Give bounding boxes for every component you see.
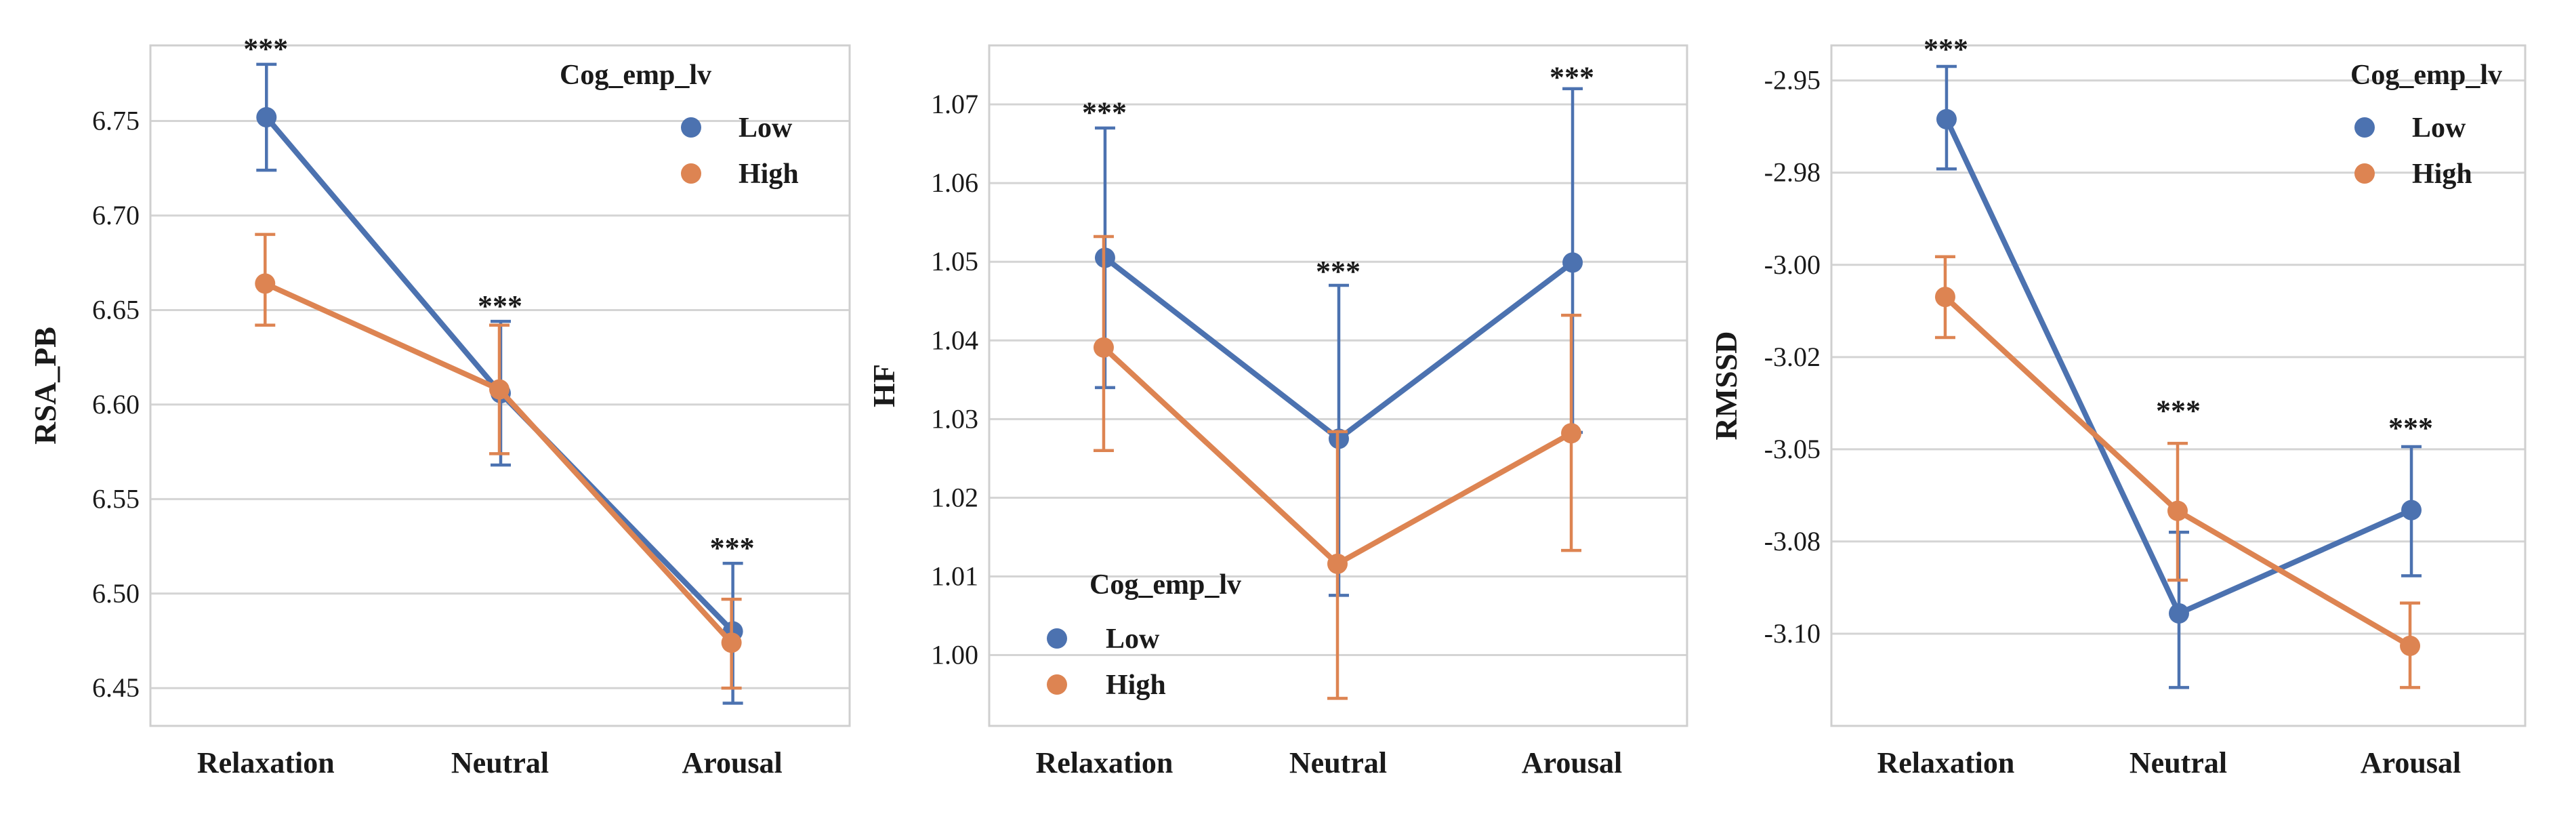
plot-frame <box>149 44 851 727</box>
data-point <box>2167 500 2188 521</box>
x-tick-label: Relaxation <box>197 746 335 779</box>
significance-label: *** <box>1316 255 1360 288</box>
y-tick-label: -3.02 <box>1764 342 1821 372</box>
data-point <box>1093 337 1114 358</box>
data-point <box>1327 553 1348 574</box>
significance-label: *** <box>1082 96 1127 129</box>
legend-marker <box>2354 117 2375 138</box>
y-tick-label: -3.08 <box>1764 526 1821 556</box>
x-tick-label: Neutral <box>1289 746 1387 779</box>
data-point <box>255 273 276 294</box>
legend-marker <box>681 117 701 138</box>
series-high <box>255 232 742 690</box>
y-tick-label: 6.60 <box>92 389 140 420</box>
series-high <box>1093 235 1582 700</box>
x-tick-label: Arousal <box>682 746 782 779</box>
data-point <box>1562 252 1583 273</box>
y-tick-label: -2.98 <box>1764 157 1821 188</box>
data-point <box>721 632 742 653</box>
y-axis-title: RMSSD <box>1709 331 1743 440</box>
y-axis-title: RSA_PB <box>28 327 62 445</box>
series-low <box>1936 64 2422 689</box>
y-tick-label: -3.00 <box>1764 249 1821 280</box>
legend-label: High <box>1106 670 1166 701</box>
y-tick-label: -2.95 <box>1764 65 1821 96</box>
significance-label: *** <box>478 289 522 323</box>
y-tick-label: 6.70 <box>92 200 140 230</box>
y-tick-label: 6.65 <box>92 294 140 325</box>
y-tick-label: 6.75 <box>92 106 140 136</box>
y-tick-label: -3.10 <box>1764 618 1821 649</box>
y-tick-label: 1.04 <box>931 325 978 355</box>
legend-label: Low <box>2412 113 2466 144</box>
legend-title: Cog_emp_lv <box>1089 569 1241 601</box>
legend-marker <box>1047 628 1067 649</box>
legend-label: Low <box>1106 624 1160 655</box>
x-tick-label: Neutral <box>2130 746 2227 779</box>
x-tick-label: Arousal <box>2361 746 2461 779</box>
x-tick-label: Relaxation <box>1036 746 1173 779</box>
data-point <box>1934 287 1955 308</box>
chart-panel-1: 6.45 6.50 6.55 6.60 6.65 6.70 6.75 Relaxation Ne… <box>28 33 851 779</box>
significance-label: *** <box>1550 61 1594 94</box>
legend-label: High <box>739 159 799 190</box>
legend: Cog_emp_lv Low High <box>2350 60 2502 190</box>
y-tick-label: 1.05 <box>931 246 978 277</box>
data-point <box>489 379 510 400</box>
y-tick-label: 1.03 <box>931 403 978 434</box>
legend-marker <box>2354 163 2375 184</box>
y-tick-label: 1.06 <box>931 167 978 198</box>
chart-panel-2: 1.00 1.01 1.02 1.03 1.04 1.05 1.06 1.07 Relaxati… <box>867 44 1688 779</box>
significance-label: *** <box>243 33 288 66</box>
significance-label: *** <box>1924 33 1968 66</box>
significance-label: *** <box>2156 394 2201 427</box>
data-point <box>1936 108 1957 129</box>
significance-label: *** <box>710 531 755 565</box>
legend: Cog_emp_lv Low High <box>560 60 799 190</box>
y-tick-label: 6.50 <box>92 578 140 609</box>
y-tick-label: 1.02 <box>931 482 978 512</box>
x-tick-label: Arousal <box>1522 746 1622 779</box>
x-tick-label: Relaxation <box>1877 746 2015 779</box>
data-point <box>2169 603 2189 624</box>
y-tick-label: 6.55 <box>92 483 140 514</box>
y-tick-label: 1.00 <box>931 640 978 670</box>
series-high <box>1934 255 2421 689</box>
legend-marker <box>681 163 701 184</box>
y-tick-label: 6.45 <box>92 672 140 703</box>
legend: Cog_emp_lv Low High <box>1047 569 1241 701</box>
significance-label: *** <box>2388 411 2433 445</box>
data-point <box>1561 423 1582 444</box>
plot-frame <box>988 44 1688 727</box>
legend-title: Cog_emp_lv <box>2350 60 2502 91</box>
legend-label: High <box>2412 159 2472 190</box>
x-tick-label: Neutral <box>451 746 549 779</box>
data-point <box>2400 635 2421 656</box>
legend-title: Cog_emp_lv <box>560 60 711 91</box>
legend-marker <box>1047 674 1067 695</box>
data-point <box>256 106 277 127</box>
y-axis-title: HF <box>867 364 901 407</box>
y-tick-label: 1.01 <box>931 561 978 591</box>
legend-label: Low <box>739 113 793 144</box>
chart-panel-3: -2.95 -2.98 -3.00 -3.02 -3.05 -3.08 -3.10 Relax… <box>1709 33 2527 779</box>
data-point <box>2401 500 2422 521</box>
plot-frame <box>1830 44 2527 727</box>
y-tick-label: 1.07 <box>931 89 978 119</box>
y-tick-label: -3.05 <box>1764 434 1821 464</box>
